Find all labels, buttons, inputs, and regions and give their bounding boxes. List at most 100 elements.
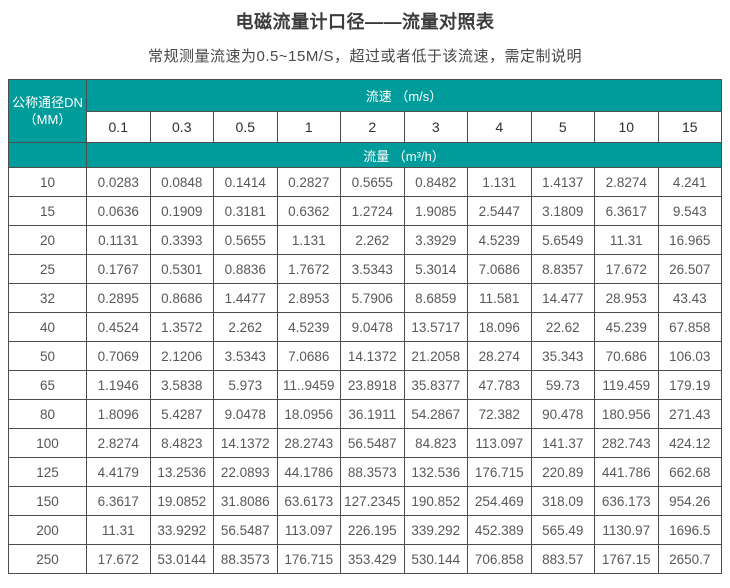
corner-header-dn: 公称通径DN （MM） xyxy=(8,79,87,143)
flow-value-cell: 883.57 xyxy=(530,544,595,574)
table-row: 150 6.3617 19.0852 31.8086 63.6173 127.2345 19… xyxy=(8,486,722,516)
flow-value-cell: 54.2867 xyxy=(403,399,468,429)
flow-value-cell: 9.0478 xyxy=(213,399,278,429)
flow-value-cell: 18.0956 xyxy=(276,399,341,429)
flow-value-cell: 11.581 xyxy=(467,283,532,313)
flow-value-cell: 176.715 xyxy=(467,457,532,487)
dn-cell: 25 xyxy=(8,254,87,284)
flow-value-cell: 88.3573 xyxy=(340,457,405,487)
flow-value-cell: 53.0144 xyxy=(149,544,214,574)
flow-value-cell: 35.343 xyxy=(530,341,595,371)
flow-value-cell: 0.5301 xyxy=(149,254,214,284)
flow-value-cell: 2650.7 xyxy=(657,544,722,574)
flow-value-cell: 0.3181 xyxy=(213,196,278,226)
flow-value-cell: 127.2345 xyxy=(340,486,405,516)
flow-value-cell: 35.8377 xyxy=(403,370,468,400)
flow-value-cell: 6.3617 xyxy=(594,196,659,226)
flow-value-cell: 113.097 xyxy=(276,515,341,545)
flow-value-cell: 36.1911 xyxy=(340,399,405,429)
flow-value-cell: 1.2724 xyxy=(340,196,405,226)
corner-header-line2: （MM） xyxy=(23,112,72,127)
flow-value-cell: 31.8086 xyxy=(213,486,278,516)
flow-value-cell: 1696.5 xyxy=(657,515,722,545)
flow-value-cell: 67.858 xyxy=(657,312,722,342)
table-row: 65 1.1946 3.5838 5.973 11..9459 23.8918 35.837… xyxy=(8,370,722,400)
flow-value-cell: 106.03 xyxy=(657,341,722,371)
flow-value-cell: 23.8918 xyxy=(340,370,405,400)
velocity-header-cell: 0.3 xyxy=(149,111,214,143)
flow-value-cell: 530.144 xyxy=(403,544,468,574)
velocity-header-cell: 2 xyxy=(340,111,405,143)
flow-value-cell: 1.9085 xyxy=(403,196,468,226)
flow-value-cell: 2.1206 xyxy=(149,341,214,371)
flow-value-cell: 339.292 xyxy=(403,515,468,545)
flow-value-cell: 90.478 xyxy=(530,399,595,429)
velocity-header-cell: 10 xyxy=(594,111,659,143)
flow-value-cell: 7.0686 xyxy=(276,341,341,371)
flow-value-cell: 11.31 xyxy=(86,515,151,545)
flow-value-cell: 113.097 xyxy=(467,428,532,458)
flow-value-cell: 5.3014 xyxy=(403,254,468,284)
flow-value-cell: 452.389 xyxy=(467,515,532,545)
flow-value-cell: 11..9459 xyxy=(276,370,341,400)
flow-value-cell: 56.5487 xyxy=(340,428,405,458)
flow-value-cell: 1.3572 xyxy=(149,312,214,342)
flow-value-cell: 282.743 xyxy=(594,428,659,458)
flow-value-cell: 0.3393 xyxy=(149,225,214,255)
corner-header-line1: 公称通径DN xyxy=(12,95,83,110)
table-row: 40 0.4524 1.3572 2.262 4.5239 9.0478 13.5717 18… xyxy=(8,312,722,342)
table-row: 32 0.2895 0.8686 1.4477 2.8953 5.7906 8.6859 11… xyxy=(8,283,722,313)
flow-value-cell: 179.19 xyxy=(657,370,722,400)
flow-value-cell: 132.536 xyxy=(403,457,468,487)
flow-value-cell: 22.0893 xyxy=(213,457,278,487)
dn-cell: 80 xyxy=(8,399,87,429)
flow-value-cell: 1.131 xyxy=(276,225,341,255)
flow-value-cell: 17.672 xyxy=(594,254,659,284)
flow-value-cell: 22.62 xyxy=(530,312,595,342)
flow-value-cell: 318.09 xyxy=(530,486,595,516)
flow-value-cell: 424.12 xyxy=(657,428,722,458)
flow-value-cell: 19.0852 xyxy=(149,486,214,516)
flow-value-cell: 84.823 xyxy=(403,428,468,458)
flow-value-cell: 5.7906 xyxy=(340,283,405,313)
flow-value-cell: 21.2058 xyxy=(403,341,468,371)
velocity-values-row: 0.1 0.3 0.5 1 2 3 4 5 10 15 xyxy=(9,111,722,143)
velocity-header-cell: 0.5 xyxy=(213,111,278,143)
flow-value-cell: 26.507 xyxy=(657,254,722,284)
table-row: 125 4.4179 13.2536 22.0893 44.1786 88.3573 132… xyxy=(8,457,722,487)
flow-value-cell: 0.6362 xyxy=(276,196,341,226)
flow-value-cell: 220.89 xyxy=(530,457,595,487)
dn-cell: 32 xyxy=(8,283,87,313)
flow-value-cell: 72.382 xyxy=(467,399,532,429)
flow-value-cell: 44.1786 xyxy=(276,457,341,487)
flow-value-cell: 0.1909 xyxy=(149,196,214,226)
flow-value-cell: 6.3617 xyxy=(86,486,151,516)
dn-cell: 200 xyxy=(8,515,87,545)
table-row: 50 0.7069 2.1206 3.5343 7.0686 14.1372 21.2058… xyxy=(8,341,722,371)
flow-value-cell: 63.6173 xyxy=(276,486,341,516)
table-row: 250 17.672 53.0144 88.3573 176.715 353.429 530… xyxy=(8,544,722,574)
page-subtitle: 常规测量流速为0.5~15M/S，超过或者低于该流速，需定制说明 xyxy=(148,48,582,65)
flow-corner-empty-cell xyxy=(8,142,87,168)
header-row-velocity: 公称通径DN （MM） 流速 （m/s） xyxy=(8,79,722,143)
flow-value-cell: 28.2743 xyxy=(276,428,341,458)
flow-value-cell: 11.31 xyxy=(594,225,659,255)
flow-table-body: 10 0.0283 0.0848 0.1414 0.2827 0.5655 0.8482 1.… xyxy=(8,167,722,574)
flow-value-cell: 14.1372 xyxy=(213,428,278,458)
flow-value-cell: 1.131 xyxy=(467,167,532,197)
flow-value-cell: 14.1372 xyxy=(340,341,405,371)
flow-value-cell: 1.4477 xyxy=(213,283,278,313)
flow-value-cell: 13.2536 xyxy=(149,457,214,487)
flow-value-cell: 56.5487 xyxy=(213,515,278,545)
flow-value-cell: 5.4287 xyxy=(149,399,214,429)
flow-value-cell: 254.469 xyxy=(467,486,532,516)
flow-value-cell: 4.241 xyxy=(657,167,722,197)
flow-value-cell: 47.783 xyxy=(467,370,532,400)
table-row: 80 1.8096 5.4287 9.0478 18.0956 36.1911 54.286… xyxy=(8,399,722,429)
flow-value-cell: 14.477 xyxy=(530,283,595,313)
velocity-group-header: 流速 （m/s） xyxy=(86,79,722,112)
flow-value-cell: 3.5343 xyxy=(213,341,278,371)
flow-value-cell: 8.8357 xyxy=(530,254,595,284)
flow-value-cell: 9.543 xyxy=(657,196,722,226)
flow-value-cell: 2.262 xyxy=(340,225,405,255)
